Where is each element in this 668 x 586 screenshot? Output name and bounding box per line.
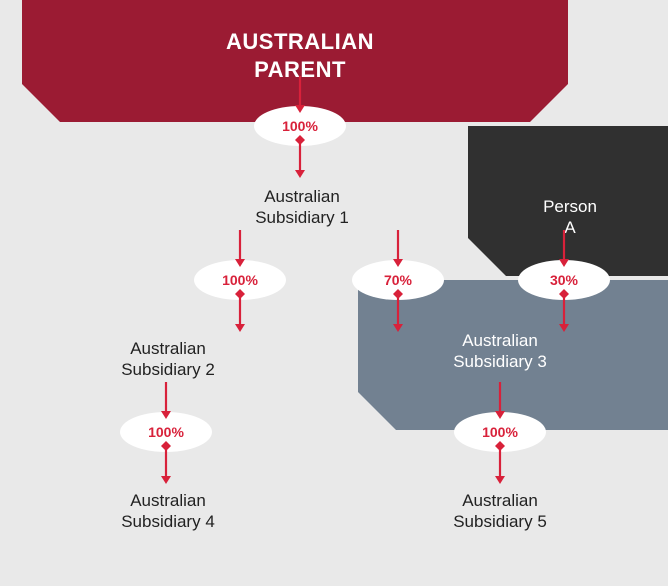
connector-c_personA_sub3: 30% [512,224,616,336]
connector-c_sub1_sub2: 100% [188,224,292,336]
connector-c_sub2_sub4-pct: 100% [148,424,184,440]
org-chart-canvas: AUSTRALIANPARENTPersonAAustralianSubsidi… [0,0,668,586]
connector-c_sub1_sub2-pct: 100% [222,272,258,288]
node-sub4-line1: Australian [98,490,238,511]
node-sub5-line2: Subsidiary 5 [420,511,580,532]
connector-c_parent_sub1: 100% [248,70,352,182]
connector-c_personA_sub3-pct: 30% [550,272,579,288]
node-sub4: AustralianSubsidiary 4 [98,490,238,533]
connector-c_sub2_sub4: 100% [114,376,218,488]
node-sub2-line1: Australian [98,338,238,359]
node-sub3-line2: Subsidiary 3 [420,351,580,372]
node-parent-line1: AUSTRALIAN [200,28,400,56]
node-sub5: AustralianSubsidiary 5 [420,490,580,533]
node-personA-line1: Person [520,196,620,217]
node-sub1: AustralianSubsidiary 1 [232,186,372,229]
connector-c_sub3_sub5: 100% [448,376,552,488]
node-sub4-line2: Subsidiary 4 [98,511,238,532]
connector-c_parent_sub1-pct: 100% [282,118,318,134]
connector-c_sub1_sub3-pct: 70% [384,272,413,288]
node-sub5-line1: Australian [420,490,580,511]
node-sub3: AustralianSubsidiary 3 [420,330,580,373]
node-sub1-line1: Australian [232,186,372,207]
node-sub2: AustralianSubsidiary 2 [98,338,238,381]
connector-c_sub3_sub5-pct: 100% [482,424,518,440]
connector-c_sub1_sub3: 70% [346,224,450,336]
